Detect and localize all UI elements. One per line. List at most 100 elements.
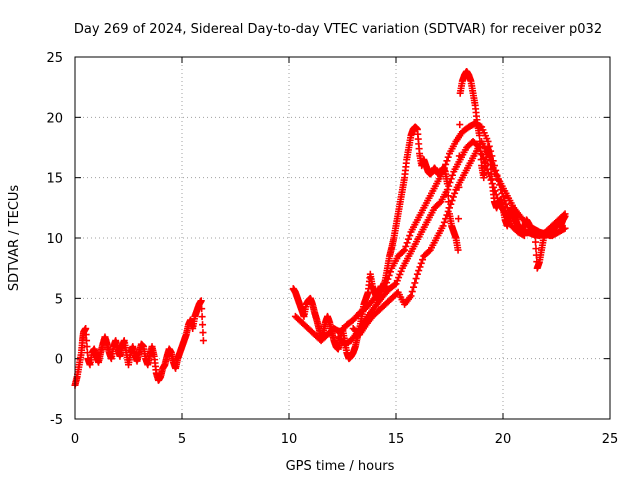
- data-point-s3-23-3: [486, 172, 494, 180]
- data-points: [71, 67, 569, 389]
- data-point-s4-21-1: [485, 153, 493, 161]
- data-point-s4-15-4: [451, 189, 459, 197]
- data-point-s1-77: [454, 246, 462, 254]
- data-point-s4-14-1: [440, 218, 448, 226]
- data-point-s3-24-4: [493, 194, 501, 202]
- data-point-s2-32-4: [502, 200, 510, 208]
- data-point-s4-14: [439, 222, 447, 230]
- y-tick-label-5: 20: [46, 111, 63, 126]
- x-tick-label-5: 25: [602, 432, 619, 447]
- data-point-s0-60-3: [199, 321, 207, 329]
- data-point-s2-17-1: [402, 242, 410, 250]
- x-tick-label-1: 5: [178, 432, 186, 447]
- data-point-s2-42: [561, 210, 569, 218]
- data-point-s3-22-4: [481, 158, 489, 166]
- data-point-s4-14-2: [442, 215, 450, 223]
- data-point-s3-23-4: [487, 176, 495, 184]
- data-point-s3-9-1: [393, 277, 401, 285]
- data-point-s2-23-1: [440, 164, 448, 172]
- data-point-s4-21: [484, 150, 492, 158]
- data-point-s4-33: [561, 224, 569, 232]
- data-point-s1-113-2: [532, 245, 540, 253]
- data-point-s2-41-4: [560, 211, 568, 219]
- data-point-s1-113-1: [532, 238, 540, 246]
- data-point-s4-11-4: [425, 247, 433, 255]
- data-point-s4-10-1: [415, 267, 423, 275]
- data-point-s0-6-2: [83, 337, 91, 345]
- data-point-s2-32-2: [499, 193, 507, 201]
- data-point-s2-30: [484, 137, 492, 145]
- data-point-s4-9-1: [408, 288, 416, 296]
- data-point-s4-14-3: [443, 211, 451, 219]
- data-point-s2-14: [381, 282, 389, 290]
- data-point-s1-77-1: [454, 215, 462, 223]
- data-point-s2-17-3: [404, 235, 412, 243]
- data-point-s4-21-3: [488, 160, 496, 168]
- data-point-s1-87: [475, 131, 483, 139]
- data-point-s4-15-1: [447, 200, 455, 208]
- data-point-s0-6: [82, 325, 90, 332]
- data-point-s3-17-1: [445, 182, 453, 190]
- data-point-s0-6-3: [83, 343, 91, 351]
- data-point-s3-29: [520, 232, 528, 240]
- data-point-s4-15-3: [449, 193, 457, 201]
- data-point-s4-10-2: [416, 263, 424, 271]
- data-point-s1-72-2: [444, 192, 452, 200]
- data-point-s4-10-4: [419, 256, 427, 264]
- data-point-s0-60-1: [198, 305, 206, 313]
- data-point-s3-17-3: [447, 175, 455, 183]
- y-tick-label-6: 25: [46, 51, 63, 66]
- data-point-s3-17-2: [446, 178, 454, 186]
- data-point-s0-6-1: [82, 331, 90, 339]
- data-point-s3-23-1: [483, 165, 491, 173]
- data-point-s3-9-2: [395, 274, 403, 282]
- data-point-s4-9-4: [412, 275, 420, 283]
- data-point-s4-21-2: [487, 157, 495, 165]
- data-point-s1-77-4: [456, 121, 464, 129]
- data-point-s3-17-4: [448, 171, 456, 179]
- data-point-s4-9: [407, 292, 415, 300]
- data-point-s3-24-2: [491, 187, 499, 195]
- data-point-s3-24-1: [490, 183, 498, 191]
- data-point-s2-14-1: [383, 279, 391, 287]
- data-point-s2-23-3: [443, 157, 451, 165]
- chart-title: Day 269 of 2024, Sidereal Day-to-day VTE…: [74, 22, 602, 37]
- data-point-s0-60: [197, 297, 205, 305]
- data-point-s3-15-4: [436, 199, 444, 207]
- data-point-s3-22-2: [478, 151, 486, 159]
- data-point-s3-9-4: [397, 267, 405, 275]
- data-point-s4-21-4: [489, 164, 497, 172]
- y-tick-label-1: 0: [55, 353, 63, 368]
- x-tick-label-4: 20: [495, 432, 512, 447]
- data-point-s0-61: [199, 337, 207, 345]
- y-axis-label: SDTVAR / TECUs: [7, 185, 22, 292]
- data-point-s2-17-4: [406, 232, 414, 240]
- data-point-s3-23: [482, 162, 490, 170]
- data-point-s4-10-3: [417, 259, 425, 267]
- data-point-s3-17: [443, 186, 451, 194]
- data-point-s2-14-2: [384, 275, 392, 283]
- data-point-s2-23-4: [444, 153, 452, 161]
- data-point-s4-9-3: [411, 279, 419, 287]
- data-point-s4-14-4: [444, 207, 452, 215]
- x-tick-label-3: 15: [388, 432, 405, 447]
- data-point-s3-22-3: [479, 154, 487, 162]
- data-point-s3-24: [488, 180, 496, 188]
- data-point-s3-9-3: [396, 270, 404, 278]
- data-point-s2-23: [439, 168, 447, 176]
- data-point-s3-24-3: [492, 191, 500, 199]
- data-point-s3-23-2: [484, 169, 492, 177]
- data-point-s2-14-4: [386, 268, 394, 276]
- data-point-s2-14-3: [385, 271, 393, 279]
- data-point-s3-8-4: [391, 281, 399, 289]
- plot-border: [74, 56, 611, 420]
- data-point-s4-10: [413, 270, 421, 278]
- x-tick-label-0: 0: [71, 432, 79, 447]
- data-point-s0-60-4: [199, 329, 207, 337]
- data-point-s2-17: [401, 246, 409, 254]
- data-point-s2-23-2: [442, 160, 450, 168]
- data-point-s0-60-2: [198, 313, 206, 321]
- data-point-s4-9-2: [410, 283, 418, 291]
- data-point-s3-9: [392, 280, 400, 288]
